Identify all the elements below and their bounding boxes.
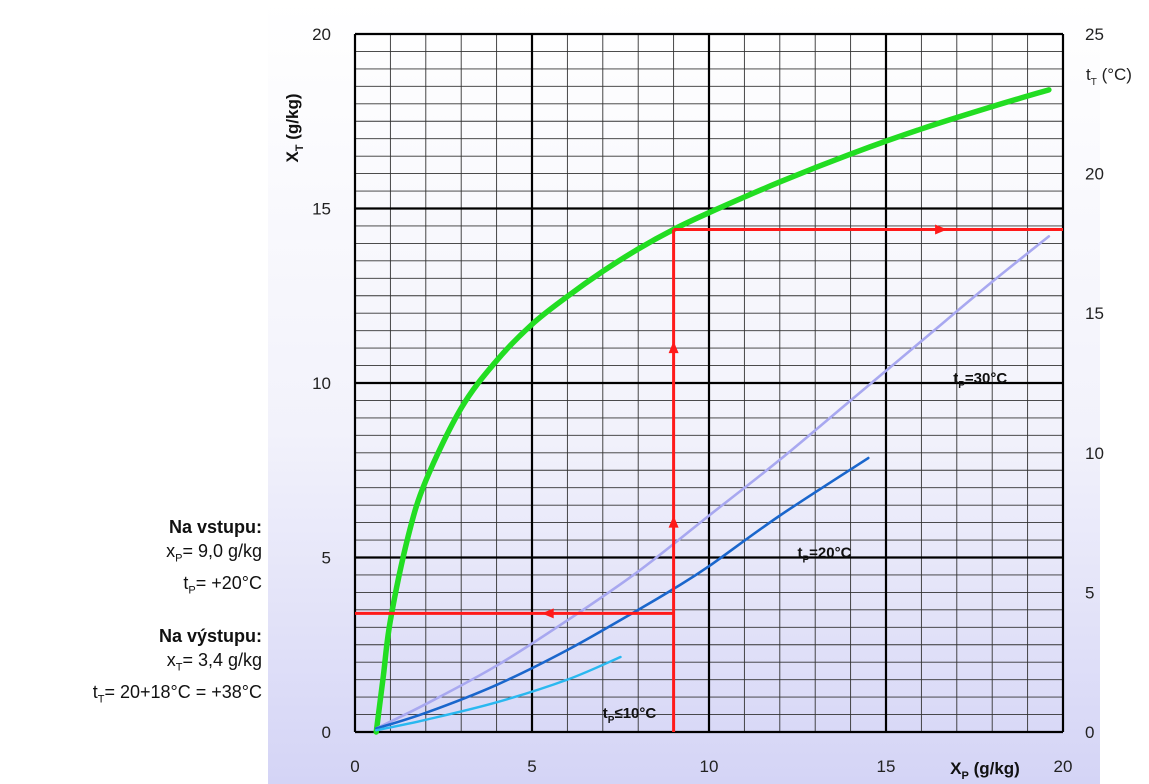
y2-tick-label: 15 — [1085, 304, 1104, 323]
series-outlet-temperature — [373, 87, 1052, 735]
inlet-xp: xP= 9,0 g/kg — [166, 541, 262, 565]
y-tick-label: 10 — [312, 374, 331, 393]
y-tick-label: 20 — [312, 25, 331, 44]
y2-axis-label: tT (°C) — [1086, 65, 1132, 88]
example-arrow-left — [541, 608, 554, 619]
y-tick-label: 15 — [312, 200, 331, 219]
x-tick-label: 20 — [1054, 757, 1073, 776]
label-tp-10: tP≤10°C — [603, 705, 657, 726]
example-arrow-up-lower — [668, 515, 679, 528]
series-tp-30 — [374, 235, 1051, 730]
example-panel: Na vstupu: xP= 9,0 g/kg tP= +20°C Na výs… — [93, 515, 262, 711]
outlet-xt: xT= 3,4 g/kg — [166, 650, 262, 674]
example-path — [355, 224, 1063, 732]
inlet-tp: tP= +20°C — [183, 572, 262, 597]
series-layer — [373, 87, 1052, 735]
series-labels: tP=30°C tP=20°C tP≤10°C — [603, 370, 1008, 726]
series-tp-10 — [375, 655, 622, 732]
x-axis-ticks: 0 5 10 15 20 — [350, 757, 1072, 776]
y-tick-label: 0 — [322, 723, 331, 742]
x-tick-label: 10 — [700, 757, 719, 776]
y-axis-label: XT (g/kg) — [283, 93, 306, 162]
x-tick-label: 5 — [527, 757, 536, 776]
y2-tick-label: 5 — [1085, 583, 1094, 602]
x-tick-label: 0 — [350, 757, 359, 776]
chart-background — [268, 0, 1100, 784]
y-tick-label: 5 — [322, 549, 331, 568]
y2-axis-ticks: 0 5 10 15 20 25 — [1085, 25, 1104, 742]
y2-tick-label: 25 — [1085, 25, 1104, 44]
y2-tick-label: 10 — [1085, 444, 1104, 463]
y2-tick-label: 0 — [1085, 723, 1094, 742]
label-tp-30: tP=30°C — [953, 370, 1007, 391]
x-axis-label: XP (g/kg) — [950, 759, 1020, 782]
example-arrow-up-upper — [668, 341, 679, 354]
series-tp-20 — [374, 456, 870, 730]
major-grid — [353, 32, 1065, 734]
y2-tick-label: 20 — [1085, 165, 1104, 184]
example-arrow-right — [935, 224, 948, 235]
y-axis-ticks: 0 5 10 15 20 — [312, 25, 331, 742]
outlet-tt: tT= 20+18°C = +38°C — [92, 681, 262, 706]
outlet-heading: Na výstupu: — [158, 626, 262, 647]
inlet-heading: Na vstupu: — [168, 517, 262, 537]
x-tick-label: 15 — [877, 757, 896, 776]
label-tp-20: tP=20°C — [798, 545, 852, 566]
